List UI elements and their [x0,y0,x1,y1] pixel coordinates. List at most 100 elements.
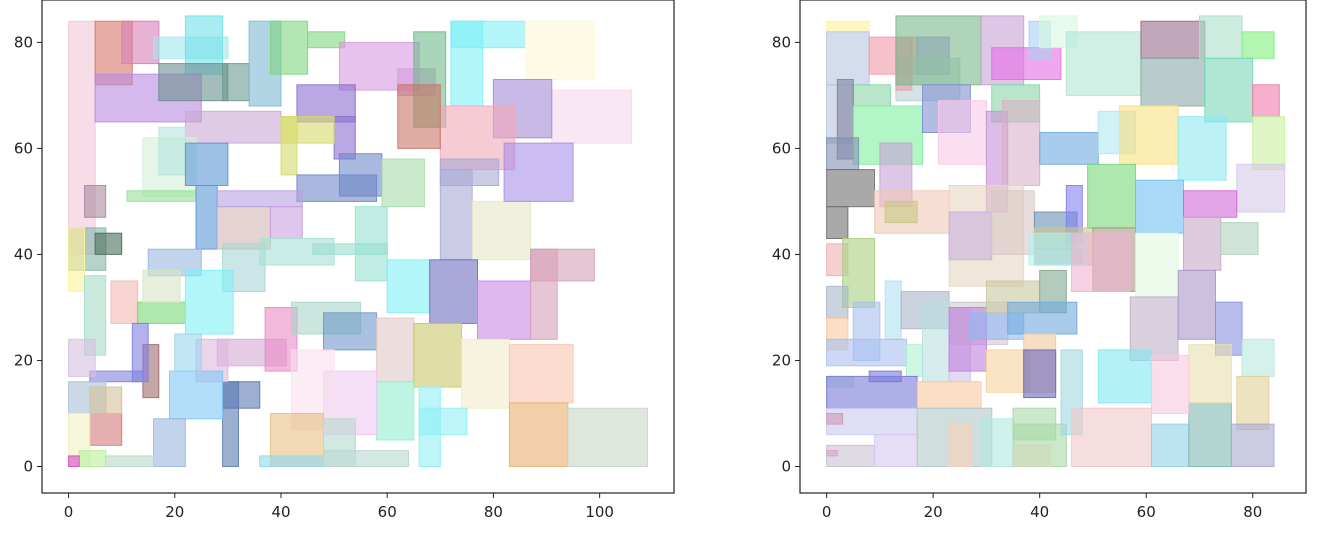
y-tick-label: 60 [14,139,33,157]
block-90 [948,423,971,468]
block-93 [78,450,107,468]
block-33 [1177,116,1227,181]
chart-left: 0 20 40 60 80 100 0 20 40 60 80 [14,0,675,521]
block-67 [508,344,574,404]
block-73 [1023,349,1057,399]
block-99 [1188,402,1232,467]
block-51 [110,280,139,324]
block-30 [1039,132,1099,165]
block-87 [131,322,149,383]
block-35 [158,126,186,176]
block-34 [826,137,860,171]
block-71 [418,407,468,436]
block-84 [153,418,186,467]
x-tick-label: 100 [585,503,614,521]
block-96 [1071,407,1152,468]
y-tick-label: 0 [23,457,33,475]
block-17 [551,89,632,144]
block-63 [922,301,950,383]
blocks-group [826,15,1286,468]
block-97 [1097,349,1153,404]
block-19 [1252,116,1286,171]
block-23 [184,110,282,144]
block-51 [1183,190,1238,218]
block-20 [397,84,441,149]
block-90 [89,413,123,446]
y-tick-label: 40 [772,245,791,263]
x-tick-label: 60 [1137,503,1156,521]
block-15 [450,20,484,107]
block-88 [68,338,96,377]
block-25 [280,116,298,176]
block-80 [222,381,240,468]
block-56 [826,285,849,319]
block-13 [1140,20,1206,59]
block-10 [307,31,346,49]
block-48 [312,243,388,255]
block-30 [439,169,473,261]
block-78 [1241,338,1275,377]
block-35 [826,169,875,208]
x-tick-label: 40 [1030,503,1049,521]
block-43 [269,206,303,239]
blocks-group [68,15,648,468]
block-68 [508,402,569,467]
block-101 [1230,423,1275,468]
block-64 [376,317,415,383]
block-79 [1236,375,1270,430]
block-1 [826,31,870,86]
block-94 [1012,444,1051,467]
block-102 [1151,354,1190,415]
block-91 [980,418,1014,467]
block-22 [852,84,892,107]
block-6 [895,15,982,86]
block-82 [169,370,224,420]
block-62 [906,344,923,377]
block-17 [1204,57,1254,123]
block-36 [826,206,849,239]
block-58 [323,312,378,351]
x-tick-label: 80 [1243,503,1262,521]
block-52 [1183,216,1222,271]
y-tick-label: 60 [772,139,791,157]
block-52 [137,301,186,324]
y-tick-label: 0 [781,457,791,475]
block-76 [259,455,324,467]
block-22 [333,116,356,160]
block-78 [323,418,356,467]
block-93 [1012,407,1057,441]
y-tick-label: 80 [772,33,791,51]
block-53 [1220,222,1259,255]
block-49 [68,227,85,292]
block-18 [1252,84,1280,118]
block-32 [503,142,574,202]
block-40 [948,211,993,261]
block-58 [884,280,902,340]
plot-frame [799,0,1307,494]
x-tick-label: 0 [64,503,74,521]
block-69 [567,407,648,468]
block-74 [1071,232,1131,292]
block-7 [222,63,250,102]
block-59 [386,259,431,314]
block-54 [184,269,234,335]
block-100 [1188,344,1232,404]
block-98 [1151,423,1190,468]
block-0 [68,20,96,255]
block-6 [158,63,229,102]
block-49 [1135,179,1184,234]
block-27 [938,100,987,165]
block-70 [1007,301,1078,335]
block-41 [991,190,1035,255]
x-tick-label: 20 [165,503,184,521]
block-53 [142,269,181,303]
plot-frame [41,0,675,494]
block-27 [338,153,383,197]
block-29 [1001,100,1041,186]
block-39 [84,185,107,218]
block-60 [826,338,907,367]
block-2 [121,20,160,65]
block-63 [530,248,558,340]
block-66 [461,338,510,409]
block-9 [269,20,309,75]
